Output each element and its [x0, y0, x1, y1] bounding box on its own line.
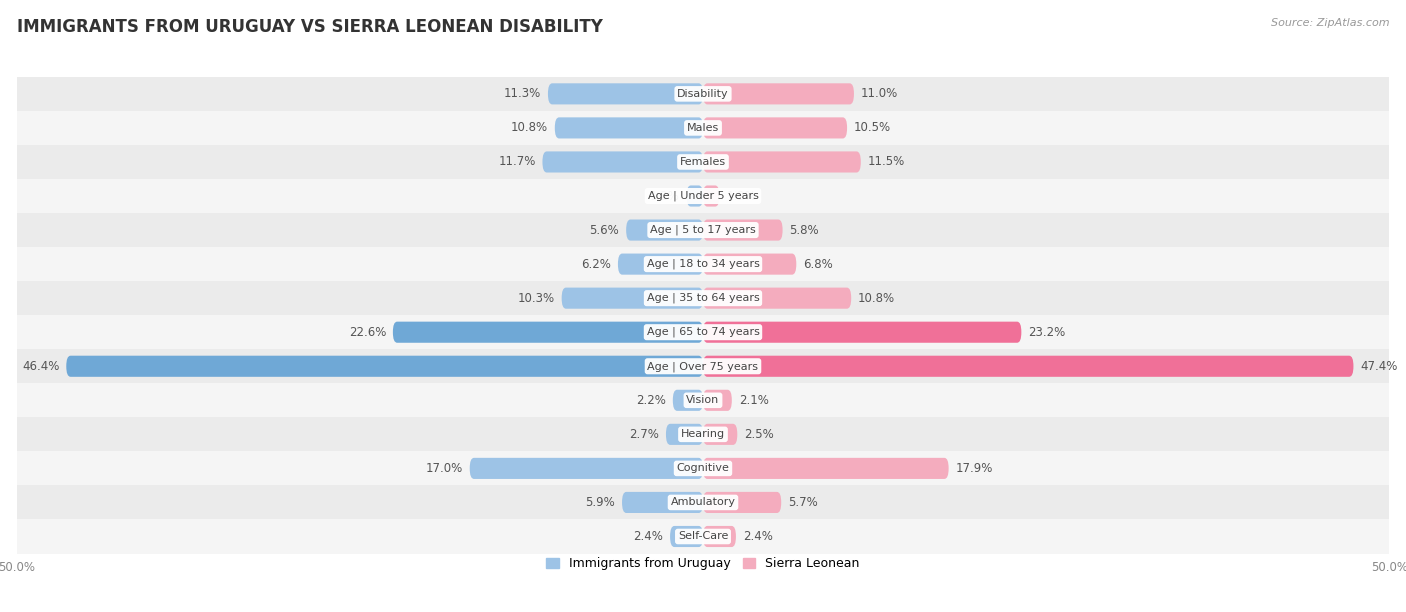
Bar	[17, 77, 1389, 111]
FancyBboxPatch shape	[703, 185, 720, 207]
Text: Cognitive: Cognitive	[676, 463, 730, 474]
Bar	[17, 383, 1389, 417]
Text: 2.5%: 2.5%	[744, 428, 773, 441]
Text: Age | Under 5 years: Age | Under 5 years	[648, 191, 758, 201]
Text: 5.6%: 5.6%	[589, 223, 619, 237]
Text: 11.7%: 11.7%	[498, 155, 536, 168]
FancyBboxPatch shape	[666, 424, 703, 445]
Text: 5.8%: 5.8%	[789, 223, 820, 237]
Text: Age | 35 to 64 years: Age | 35 to 64 years	[647, 293, 759, 304]
FancyBboxPatch shape	[548, 83, 703, 105]
Bar	[17, 111, 1389, 145]
Bar	[17, 247, 1389, 281]
Bar	[17, 145, 1389, 179]
Bar	[17, 485, 1389, 520]
Text: Self-Care: Self-Care	[678, 531, 728, 542]
Text: 17.9%: 17.9%	[956, 462, 993, 475]
Text: 5.9%: 5.9%	[585, 496, 616, 509]
Text: Ambulatory: Ambulatory	[671, 498, 735, 507]
FancyBboxPatch shape	[543, 151, 703, 173]
FancyBboxPatch shape	[703, 492, 782, 513]
FancyBboxPatch shape	[392, 322, 703, 343]
Text: 23.2%: 23.2%	[1028, 326, 1066, 338]
Text: 2.4%: 2.4%	[742, 530, 773, 543]
FancyBboxPatch shape	[703, 526, 735, 547]
FancyBboxPatch shape	[626, 220, 703, 241]
Bar	[17, 452, 1389, 485]
Text: 2.1%: 2.1%	[738, 394, 769, 407]
Text: 1.2%: 1.2%	[650, 190, 679, 203]
FancyBboxPatch shape	[703, 424, 737, 445]
Bar	[17, 315, 1389, 349]
Text: 2.4%: 2.4%	[633, 530, 664, 543]
Text: 2.2%: 2.2%	[636, 394, 666, 407]
Text: Disability: Disability	[678, 89, 728, 99]
Bar	[17, 179, 1389, 213]
Text: Age | Over 75 years: Age | Over 75 years	[648, 361, 758, 371]
Text: Age | 5 to 17 years: Age | 5 to 17 years	[650, 225, 756, 235]
FancyBboxPatch shape	[703, 458, 949, 479]
Text: Vision: Vision	[686, 395, 720, 405]
Text: 47.4%: 47.4%	[1361, 360, 1398, 373]
Text: 46.4%: 46.4%	[22, 360, 59, 373]
Bar	[17, 417, 1389, 452]
Text: 10.5%: 10.5%	[853, 121, 891, 135]
Legend: Immigrants from Uruguay, Sierra Leonean: Immigrants from Uruguay, Sierra Leonean	[546, 557, 860, 570]
Text: 11.0%: 11.0%	[860, 88, 898, 100]
FancyBboxPatch shape	[703, 220, 783, 241]
FancyBboxPatch shape	[686, 185, 703, 207]
FancyBboxPatch shape	[703, 288, 851, 308]
Bar	[17, 349, 1389, 383]
FancyBboxPatch shape	[703, 83, 853, 105]
FancyBboxPatch shape	[703, 151, 860, 173]
Text: 2.7%: 2.7%	[630, 428, 659, 441]
Text: Males: Males	[688, 123, 718, 133]
Bar	[17, 281, 1389, 315]
Text: 11.3%: 11.3%	[503, 88, 541, 100]
FancyBboxPatch shape	[561, 288, 703, 308]
Text: 6.8%: 6.8%	[803, 258, 832, 271]
Text: 5.7%: 5.7%	[789, 496, 818, 509]
Text: 10.8%: 10.8%	[510, 121, 548, 135]
Bar	[17, 213, 1389, 247]
Text: 6.2%: 6.2%	[581, 258, 612, 271]
FancyBboxPatch shape	[703, 253, 796, 275]
Text: 17.0%: 17.0%	[426, 462, 463, 475]
FancyBboxPatch shape	[703, 118, 846, 138]
Text: 11.5%: 11.5%	[868, 155, 905, 168]
Text: Hearing: Hearing	[681, 430, 725, 439]
Text: Age | 65 to 74 years: Age | 65 to 74 years	[647, 327, 759, 337]
Text: 10.8%: 10.8%	[858, 292, 896, 305]
Text: Age | 18 to 34 years: Age | 18 to 34 years	[647, 259, 759, 269]
FancyBboxPatch shape	[673, 390, 703, 411]
FancyBboxPatch shape	[703, 390, 731, 411]
FancyBboxPatch shape	[703, 322, 1021, 343]
Text: 10.3%: 10.3%	[517, 292, 555, 305]
FancyBboxPatch shape	[671, 526, 703, 547]
FancyBboxPatch shape	[617, 253, 703, 275]
FancyBboxPatch shape	[621, 492, 703, 513]
FancyBboxPatch shape	[555, 118, 703, 138]
Text: IMMIGRANTS FROM URUGUAY VS SIERRA LEONEAN DISABILITY: IMMIGRANTS FROM URUGUAY VS SIERRA LEONEA…	[17, 18, 603, 36]
Text: 22.6%: 22.6%	[349, 326, 387, 338]
FancyBboxPatch shape	[470, 458, 703, 479]
Text: 1.2%: 1.2%	[727, 190, 756, 203]
Text: Source: ZipAtlas.com: Source: ZipAtlas.com	[1271, 18, 1389, 28]
Text: Females: Females	[681, 157, 725, 167]
FancyBboxPatch shape	[703, 356, 1354, 377]
FancyBboxPatch shape	[66, 356, 703, 377]
Bar	[17, 520, 1389, 553]
